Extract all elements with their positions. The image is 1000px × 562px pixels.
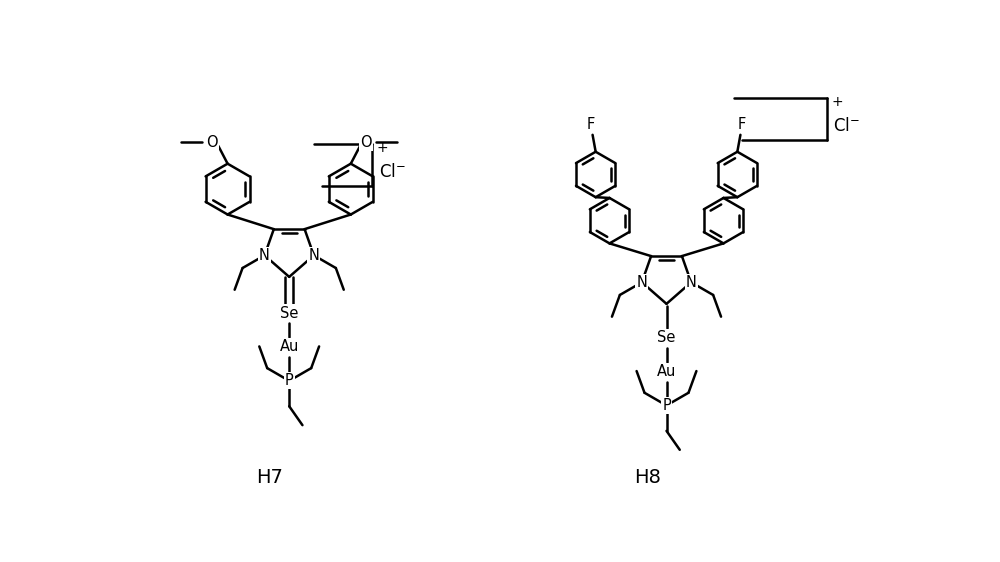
Text: O: O: [206, 135, 218, 149]
Text: Cl$^{-}$: Cl$^{-}$: [379, 163, 405, 181]
Text: N: N: [686, 275, 697, 290]
Text: N: N: [636, 275, 647, 290]
Text: F: F: [587, 117, 595, 132]
Text: N: N: [308, 248, 319, 263]
Text: +: +: [831, 95, 843, 109]
Text: H8: H8: [634, 468, 661, 487]
Text: Se: Se: [657, 330, 676, 345]
Text: H7: H7: [257, 468, 283, 487]
Text: Cl$^{-}$: Cl$^{-}$: [833, 117, 860, 135]
Text: O: O: [360, 135, 372, 149]
Text: +: +: [377, 141, 389, 155]
Text: Au: Au: [657, 364, 676, 379]
Text: P: P: [662, 398, 671, 413]
Text: Se: Se: [280, 306, 298, 320]
Text: F: F: [738, 117, 746, 132]
Text: P: P: [285, 373, 294, 388]
Text: N: N: [259, 248, 270, 263]
Text: Au: Au: [280, 339, 299, 355]
